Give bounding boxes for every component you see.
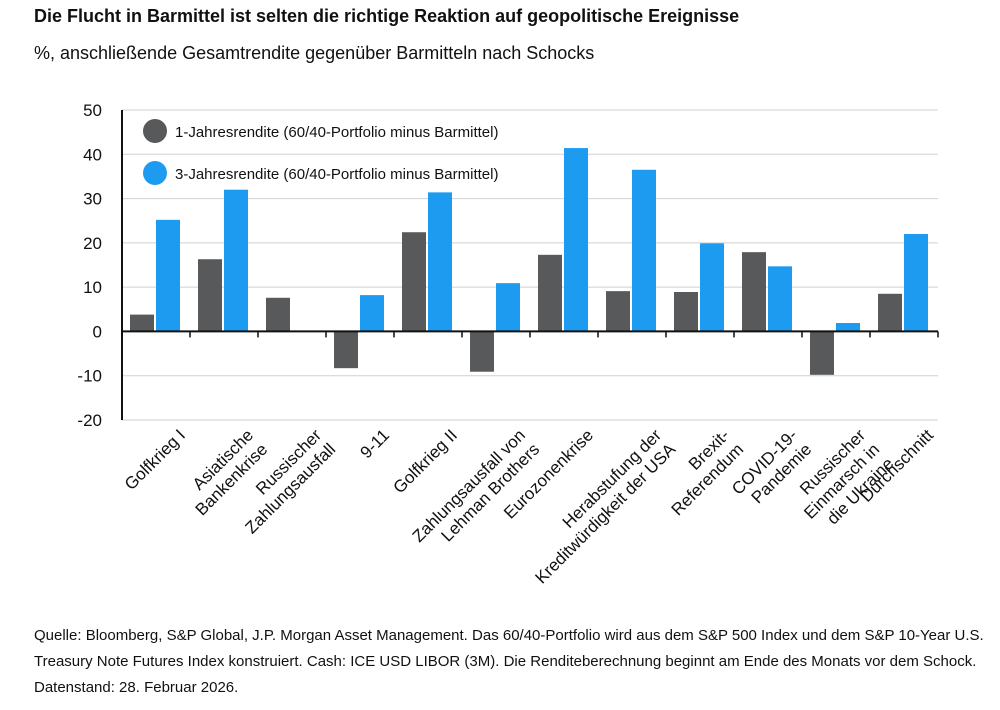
bar: [496, 283, 520, 332]
bar: [224, 189, 248, 332]
bar: [334, 331, 358, 369]
y-tick-label: -20: [77, 411, 102, 430]
bar: [564, 148, 588, 332]
y-tick-label: -10: [77, 367, 102, 386]
bar: [674, 292, 698, 332]
x-tick-label: Golfkrieg II: [390, 426, 462, 498]
bar: [266, 297, 290, 332]
legend-label: 3-Jahresrendite (60/40-Portfolio minus B…: [175, 166, 498, 183]
chart-subtitle: %, anschließende Gesamtrendite gegenüber…: [34, 43, 594, 63]
legend-swatch: [143, 119, 167, 143]
x-tick-label: COVID-19-Pandemie: [728, 426, 815, 513]
bar: [742, 252, 766, 332]
bar: [700, 243, 724, 332]
y-tick-label: 20: [83, 234, 102, 253]
bar: [632, 169, 656, 332]
x-tick-label: Herabstufung derKreditwürdigkeit der USA: [517, 425, 679, 587]
bar: [836, 323, 860, 332]
legend-label: 1-Jahresrendite (60/40-Portfolio minus B…: [175, 124, 498, 141]
bar: [360, 295, 384, 332]
x-tick-label: Golfkrieg I: [121, 426, 189, 494]
bar: [470, 331, 494, 372]
bar: [538, 254, 562, 332]
bar: [768, 266, 792, 332]
bar: [878, 293, 902, 332]
y-tick-label: 0: [93, 322, 102, 341]
bar: [156, 219, 180, 332]
y-tick-label: 50: [83, 101, 102, 120]
x-tick-label: 9-11: [356, 426, 393, 463]
bar: [428, 192, 452, 332]
x-tick-label: Brexit-Referendum: [653, 426, 747, 520]
y-tick-label: 30: [83, 190, 102, 209]
y-tick-label: 40: [83, 145, 102, 164]
bar: [904, 234, 928, 332]
x-tick-label: AsiatischeBankenkrise: [177, 426, 271, 520]
chart-title: Die Flucht in Barmittel ist selten die r…: [34, 6, 739, 26]
bar: [198, 259, 222, 332]
bar: [606, 291, 630, 332]
y-tick-label: 10: [83, 278, 102, 297]
source-note: Quelle: Bloomberg, S&P Global, J.P. Morg…: [34, 627, 984, 696]
legend-swatch: [143, 161, 167, 185]
bar: [810, 331, 834, 375]
chart: Die Flucht in Barmittel ist selten die r…: [34, 6, 939, 588]
bar: [130, 314, 154, 332]
bar: [402, 232, 426, 332]
